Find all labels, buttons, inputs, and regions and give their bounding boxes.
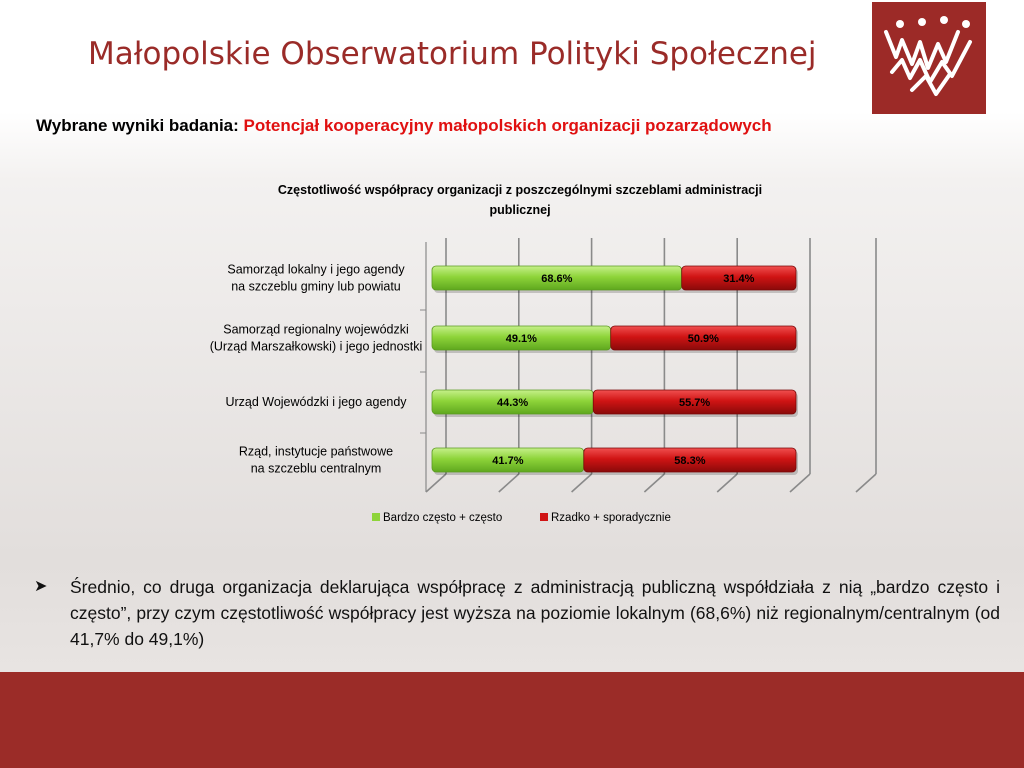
gridline-foot bbox=[425, 473, 447, 493]
gridline-foot bbox=[643, 473, 665, 493]
legend-label: Rzadko + sporadycznie bbox=[551, 512, 671, 524]
bar-red bbox=[681, 265, 797, 291]
category-label: na szczeblu centralnym bbox=[251, 462, 382, 476]
category-label: Samorząd regionalny wojewódzki bbox=[223, 323, 409, 337]
footer-band bbox=[0, 672, 1024, 768]
category-label: Urząd Wojewódzki i jego agendy bbox=[225, 395, 407, 409]
data-label: 58.3% bbox=[674, 455, 705, 467]
data-label: 50.9% bbox=[688, 333, 719, 345]
arrow-bullet-icon: ➤ bbox=[34, 578, 48, 595]
category-label: na szczeblu gminy lub powiatu bbox=[231, 280, 401, 294]
gridline-foot bbox=[716, 473, 738, 493]
bar-red bbox=[610, 325, 797, 351]
data-label: 55.7% bbox=[679, 397, 710, 409]
bar-red bbox=[592, 389, 797, 415]
legend-swatch bbox=[372, 513, 380, 521]
data-label: 41.7% bbox=[492, 455, 523, 467]
gridline-foot bbox=[498, 473, 520, 493]
category-label: (Urząd Marszałkowski) i jego jednostki bbox=[210, 340, 423, 354]
gridline-foot bbox=[789, 473, 811, 493]
data-label: 44.3% bbox=[497, 397, 528, 409]
subtitle-highlight: Potencjał kooperacyjny małopolskich orga… bbox=[243, 116, 772, 135]
logo bbox=[872, 2, 986, 114]
category-label: Samorząd lokalny i jego agendy bbox=[227, 263, 405, 277]
chart-title-line: Częstotliwość współpracy organizacji z p… bbox=[277, 183, 763, 197]
logo-graphic-icon bbox=[884, 16, 972, 96]
bullet-text: Średnio, co druga organizacja deklarując… bbox=[70, 577, 1000, 649]
stacked-bar-chart: 68.6% 31.4% Samorząd lokalny i jego agendy… bbox=[210, 238, 877, 524]
legend-label: Bardzo często + często bbox=[383, 512, 502, 524]
bar-red bbox=[583, 447, 797, 473]
chart-title-line: publicznej bbox=[489, 203, 551, 217]
chart-title: Częstotliwość współpracy organizacji z p… bbox=[230, 180, 810, 220]
data-label: 68.6% bbox=[541, 273, 572, 285]
slide-subtitle: Wybrane wyniki badania: Potencjał kooper… bbox=[36, 116, 772, 136]
data-label: 49.1% bbox=[506, 333, 537, 345]
gridline-foot bbox=[855, 473, 877, 493]
page-title: Małopolskie Obserwatorium Polityki Społe… bbox=[88, 36, 817, 72]
legend-swatch bbox=[540, 513, 548, 521]
data-label: 31.4% bbox=[723, 273, 754, 285]
subtitle-lead: Wybrane wyniki badania: bbox=[36, 116, 239, 135]
bullet-point: ➤ Średnio, co druga organizacja deklaruj… bbox=[34, 574, 1000, 652]
header: Małopolskie Obserwatorium Polityki Społe… bbox=[0, 0, 1024, 114]
gridline-foot bbox=[571, 473, 593, 493]
category-label: Rząd, instytucje państwowe bbox=[239, 445, 393, 459]
